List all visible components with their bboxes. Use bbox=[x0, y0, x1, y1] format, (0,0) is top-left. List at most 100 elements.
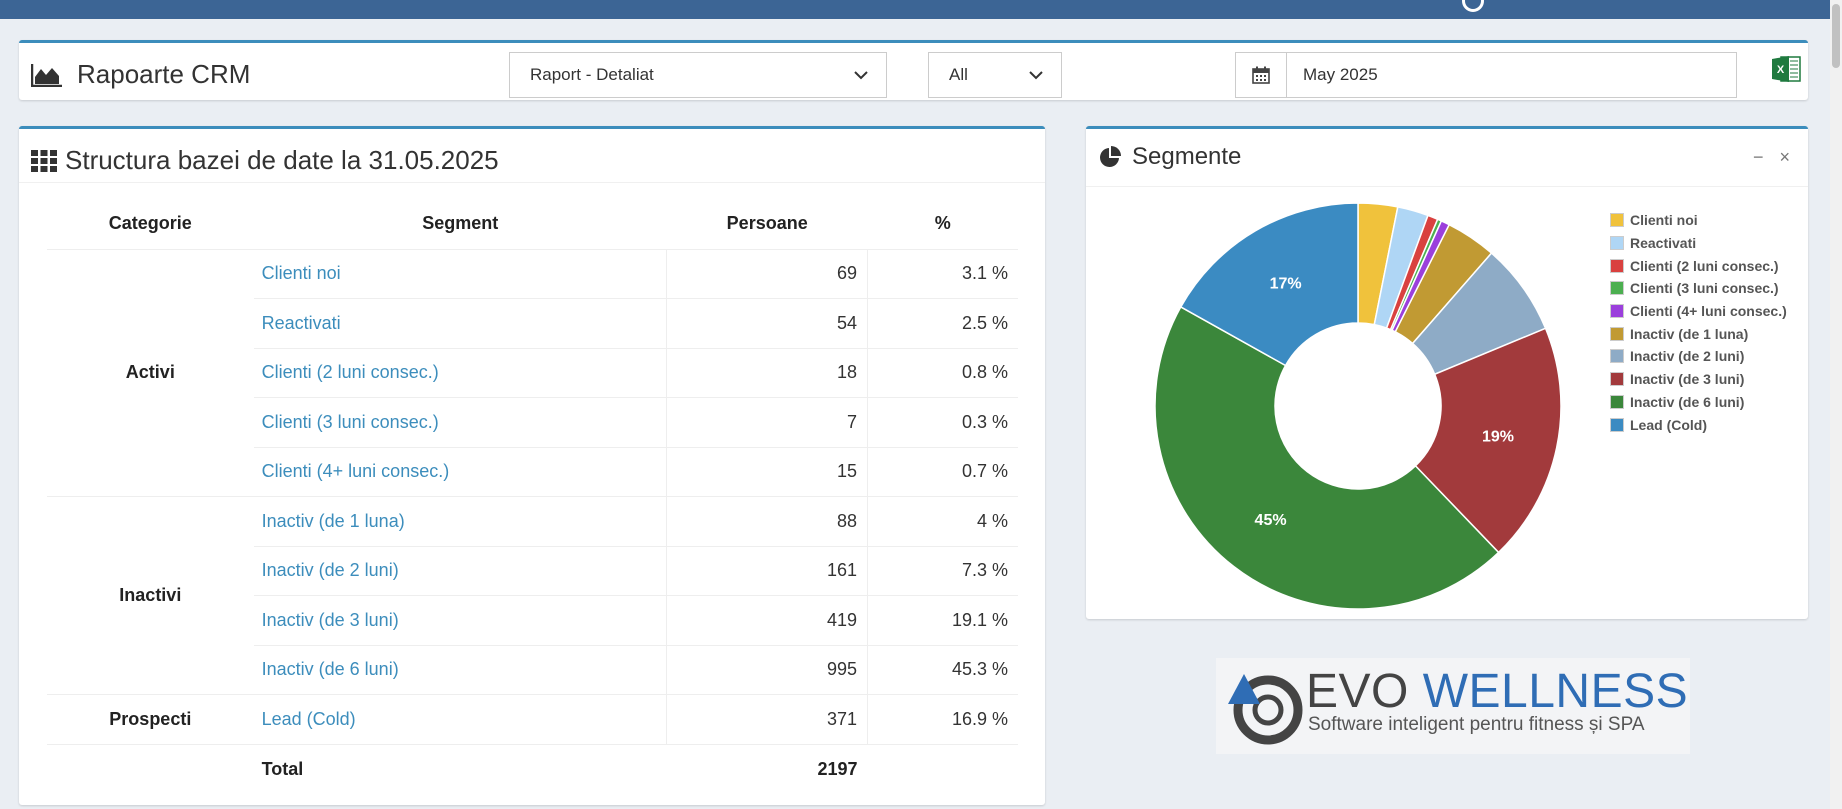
legend-item[interactable]: Inactiv (de 2 luni) bbox=[1610, 345, 1787, 368]
legend-label: Clienti (3 luni consec.) bbox=[1630, 280, 1779, 297]
legend-item[interactable]: Clienti (2 luni consec.) bbox=[1610, 254, 1787, 277]
month-input[interactable]: May 2025 bbox=[1286, 52, 1737, 98]
area-chart-icon bbox=[31, 63, 62, 87]
date-picker-button[interactable] bbox=[1235, 52, 1287, 98]
column-header-persons[interactable]: Persoane bbox=[666, 199, 868, 250]
legend-item[interactable]: Reactivati bbox=[1610, 232, 1787, 255]
structure-title-text: Structura bazei de date la 31.05.2025 bbox=[65, 145, 499, 175]
segment-link[interactable]: Clienti noi bbox=[261, 263, 341, 284]
svg-text:X: X bbox=[1777, 64, 1785, 76]
segment-cell: Reactivati bbox=[253, 298, 668, 348]
pie-data-label: 45% bbox=[1255, 512, 1287, 529]
total-row: Total 2197 bbox=[47, 743, 1018, 794]
segment-link[interactable]: Inactiv (de 1 luna) bbox=[261, 510, 405, 531]
segment-link[interactable]: Inactiv (de 3 luni) bbox=[261, 609, 399, 630]
database-structure-box: Structura bazei de date la 31.05.2025 Ca… bbox=[19, 126, 1045, 805]
column-header-percent[interactable]: % bbox=[867, 199, 1018, 250]
calendar-icon bbox=[1252, 66, 1270, 84]
segment-link[interactable]: Reactivati bbox=[261, 312, 341, 333]
table-row: Clienti (3 luni consec.) 7 0.3 % bbox=[47, 397, 1018, 447]
legend-item[interactable]: Inactiv (de 6 luni) bbox=[1610, 391, 1787, 414]
percent-cell: 0.7 % bbox=[867, 446, 1018, 497]
persons-cell: 15 bbox=[666, 446, 868, 497]
persons-cell: 69 bbox=[666, 248, 868, 299]
legend-label: Inactiv (de 6 luni) bbox=[1630, 393, 1745, 410]
table-row: Clienti (2 luni consec.) 18 0.8 % bbox=[47, 347, 1018, 398]
segments-title-text: Segmente bbox=[1132, 143, 1242, 170]
chevron-down-icon bbox=[854, 70, 868, 79]
chevron-down-icon bbox=[1029, 70, 1043, 79]
legend-swatch bbox=[1610, 236, 1624, 251]
segment-link[interactable]: Clienti (2 luni consec.) bbox=[261, 362, 439, 383]
legend-item[interactable]: Inactiv (de 3 luni) bbox=[1610, 368, 1787, 391]
legend-swatch bbox=[1610, 326, 1624, 341]
percent-cell: 45.3 % bbox=[867, 644, 1018, 695]
segment-link[interactable]: Inactiv (de 6 luni) bbox=[261, 659, 399, 680]
logo-word-evo: EVO bbox=[1306, 665, 1409, 718]
segments-title: Segmente bbox=[1098, 143, 1241, 171]
legend-label: Inactiv (de 2 luni) bbox=[1630, 348, 1745, 365]
legend-swatch bbox=[1610, 394, 1624, 409]
table-row: Inactivi Inactiv (de 1 luna) 88 4 % bbox=[47, 496, 1018, 695]
pie-slice[interactable] bbox=[1414, 327, 1562, 554]
report-header-box: Rapoarte CRM Raport - Detaliat All May 2… bbox=[19, 40, 1808, 100]
category-cell: Prospecti bbox=[47, 694, 254, 744]
segments-box: Segmente − × 19% 45% 17% Clienti noi Reacti… bbox=[1086, 126, 1808, 619]
persons-cell: 371 bbox=[666, 694, 868, 744]
user-avatar-icon[interactable] bbox=[1462, 0, 1484, 12]
logo-wordmark: EVO WELLNESS bbox=[1306, 664, 1688, 719]
legend-label: Inactiv (de 3 luni) bbox=[1630, 371, 1745, 388]
table-row: Inactiv (de 2 luni) 161 7.3 % bbox=[47, 545, 1018, 596]
excel-icon: X bbox=[1772, 56, 1801, 82]
total-empty-cell bbox=[867, 743, 1018, 794]
table-row: Inactiv (de 3 luni) 419 19.1 % bbox=[47, 595, 1018, 645]
persons-cell: 54 bbox=[666, 298, 868, 348]
segment-cell: Inactiv (de 6 luni) bbox=[253, 644, 668, 695]
persons-cell: 995 bbox=[666, 644, 868, 695]
column-header-segment[interactable]: Segment bbox=[253, 199, 667, 250]
report-type-value: Raport - Detaliat bbox=[530, 65, 654, 84]
page-title: Rapoarte CRM bbox=[31, 59, 250, 90]
percent-cell: 16.9 % bbox=[867, 694, 1018, 744]
percent-cell: 0.3 % bbox=[867, 397, 1018, 447]
segment-cell: Inactiv (de 2 luni) bbox=[253, 545, 668, 596]
table-row: Prospecti Lead (Cold) 371 16.9 % bbox=[47, 694, 1018, 744]
legend-label: Inactiv (de 1 luna) bbox=[1630, 325, 1749, 342]
segment-cell: Clienti (4+ luni consec.) bbox=[253, 446, 668, 497]
segment-link[interactable]: Clienti (3 luni consec.) bbox=[261, 411, 439, 432]
pie-slice[interactable] bbox=[1179, 202, 1359, 367]
chart-legend: Clienti noi Reactivati Clienti (2 luni con… bbox=[1610, 209, 1787, 436]
report-type-select[interactable]: Raport - Detaliat bbox=[509, 52, 887, 98]
segment-cell: Inactiv (de 3 luni) bbox=[253, 595, 668, 645]
legend-item[interactable]: Clienti (4+ luni consec.) bbox=[1610, 300, 1787, 323]
logo-emblem-icon bbox=[1228, 674, 1303, 745]
percent-cell: 3.1 % bbox=[867, 248, 1018, 299]
filter-value: All bbox=[949, 65, 968, 84]
close-icon[interactable]: × bbox=[1779, 147, 1790, 167]
table-header-row: Categorie Segment Persoane % bbox=[47, 199, 1018, 250]
segments-donut-chart: 19% 45% 17% bbox=[1154, 202, 1562, 610]
pie-slice[interactable] bbox=[1154, 305, 1500, 610]
page-scrollbar[interactable] bbox=[1830, 0, 1842, 809]
legend-swatch bbox=[1610, 349, 1624, 364]
legend-item[interactable]: Lead (Cold) bbox=[1610, 413, 1787, 436]
percent-cell: 7.3 % bbox=[867, 545, 1018, 596]
legend-item[interactable]: Inactiv (de 1 luna) bbox=[1610, 322, 1787, 345]
legend-swatch bbox=[1610, 213, 1624, 228]
column-header-category[interactable]: Categorie bbox=[47, 199, 254, 250]
pie-data-label: 19% bbox=[1482, 428, 1514, 445]
grid-icon bbox=[31, 149, 57, 172]
segment-link[interactable]: Lead (Cold) bbox=[261, 708, 356, 729]
export-excel-button[interactable]: X bbox=[1771, 54, 1801, 89]
segment-link[interactable]: Inactiv (de 2 luni) bbox=[261, 560, 399, 581]
filter-select[interactable]: All bbox=[928, 52, 1062, 98]
table-row: Clienti (4+ luni consec.) 15 0.7 % bbox=[47, 446, 1018, 497]
segment-cell: Clienti noi bbox=[253, 248, 668, 299]
persons-cell: 18 bbox=[666, 347, 868, 398]
segment-link[interactable]: Clienti (4+ luni consec.) bbox=[261, 461, 450, 482]
legend-item[interactable]: Clienti (3 luni consec.) bbox=[1610, 277, 1787, 300]
minimize-icon[interactable]: − bbox=[1752, 147, 1764, 167]
percent-cell: 2.5 % bbox=[867, 298, 1018, 348]
scrollbar-thumb[interactable] bbox=[1832, 4, 1840, 68]
legend-item[interactable]: Clienti noi bbox=[1610, 209, 1787, 232]
